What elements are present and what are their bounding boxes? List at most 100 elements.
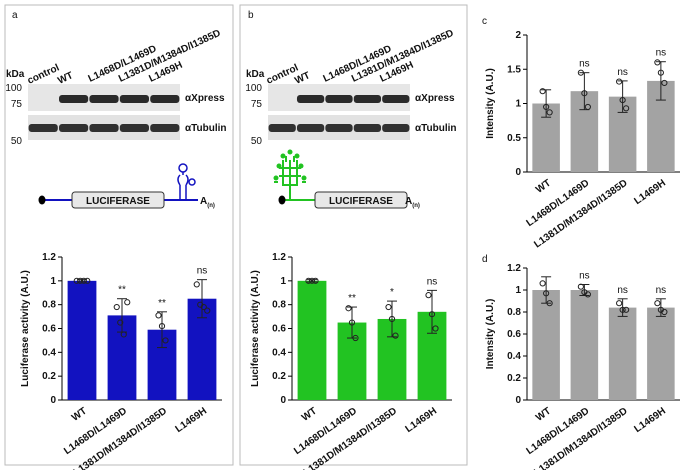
data-point [623,105,630,112]
data-point [584,291,591,298]
reporter-box [314,191,408,209]
significance-label: ns [427,276,438,287]
x-tick-label: L1469H [632,178,667,207]
data-point [312,277,319,284]
significance-label: ns [617,285,628,296]
band [119,95,149,103]
x-tick-label: WT [70,406,89,424]
band [296,95,325,103]
marker-label: 100 [245,83,262,94]
data-point [155,312,162,319]
significance-label: * [390,287,394,298]
data-point [584,103,591,111]
y-tick-label: 0.2 [272,371,286,382]
data-point [661,308,668,316]
data-point [77,277,84,284]
y-axis-label: Intensity (A.U.) [485,68,496,139]
significance-label: ns [656,48,667,59]
bar [608,307,637,400]
data-point [425,292,432,299]
data-point [200,303,207,311]
data-point [577,283,584,290]
loop [273,175,279,181]
data-point [124,299,131,306]
y-tick-label: 0.6 [272,324,286,335]
kda-label: kDa [246,69,265,80]
y-tick-label: 1.2 [42,252,56,263]
y-tick-label: 1 [515,99,521,110]
y-tick-label: 0.4 [42,347,56,358]
polya-label: A(n) [405,196,420,209]
bar [532,290,560,400]
y-tick-label: 0.8 [272,300,286,311]
marker-label: 50 [11,136,23,147]
loop [294,153,300,159]
lane-label: control [26,62,62,86]
data-point [117,319,124,326]
x-tick-label: WT [534,406,553,424]
y-axis-label: Intensity (A.U.) [485,299,496,370]
loop [298,163,304,169]
data-point [385,303,392,311]
loop [287,149,293,155]
data-point [543,103,550,111]
band [119,124,149,132]
structure [274,156,306,200]
band [59,95,89,103]
x-tick-label: WT [300,406,319,424]
significance-label: ns [197,266,208,277]
panel-letter: b [248,10,254,21]
data-point [616,78,623,85]
data-point [428,311,436,318]
y-tick-label: 0 [515,167,521,178]
data-point [352,334,359,342]
y-tick-label: 0.5 [507,133,521,144]
y-tick-label: 0 [515,395,521,406]
polya-subscript: (n) [207,203,215,209]
panel-letter: c [482,16,487,27]
band [296,124,325,132]
antibody-label: αXpress [415,93,455,104]
y-tick-label: 0 [50,395,56,406]
cap [38,195,46,205]
data-point [204,307,211,314]
data-point [654,300,661,307]
data-point [546,300,553,307]
loop [188,178,196,186]
stem-loop [177,172,189,200]
polya-label: A(n) [200,196,215,209]
bar [647,307,675,400]
data-point [577,69,584,76]
data-point [619,96,626,104]
data-point [619,306,626,313]
polya-text: A [405,196,412,207]
y-tick-label: 0.2 [42,371,56,382]
band [353,95,382,103]
band [150,124,180,132]
data-point [345,305,352,312]
data-point [623,306,630,313]
y-tick-label: 1 [515,285,521,296]
band [59,124,89,132]
band [353,124,382,132]
data-point [388,315,396,323]
significance-label: ** [158,298,166,309]
reporter-box [71,191,165,209]
data-point [305,277,312,284]
y-tick-label: 1.2 [272,252,286,263]
data-point [80,277,87,284]
band [382,124,410,132]
significance-label: ns [656,285,667,296]
loop [276,163,282,169]
band [325,95,353,103]
panel-letter: a [12,10,18,21]
significance-label: ns [617,67,628,78]
data-point [654,59,661,66]
antibody-label: αTubulin [185,123,227,134]
data-point [546,109,553,116]
band [325,124,353,132]
marker-label: 75 [251,99,263,110]
y-tick-label: 1.2 [507,263,521,274]
lane-label: control [265,62,301,86]
data-point [661,79,668,87]
